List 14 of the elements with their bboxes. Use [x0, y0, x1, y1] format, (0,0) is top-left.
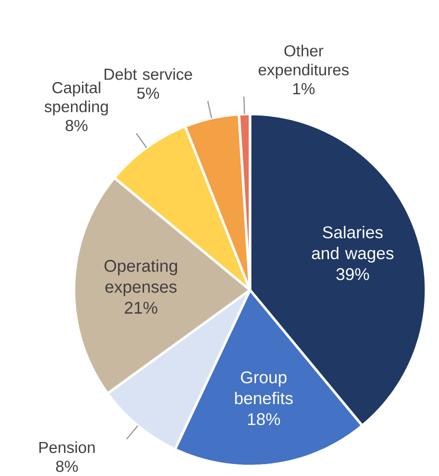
slice-label: Debt service: [104, 68, 192, 80]
slice-label: Other expenditures: [258, 44, 349, 79]
data-label: 8%: [66, 120, 88, 132]
data-label: 21%: [124, 302, 158, 314]
slice-label: Capital spending: [44, 82, 108, 116]
data-label: 5%: [137, 88, 160, 99]
data-label: 8%: [56, 460, 78, 472]
slice-label: Pension: [39, 441, 95, 454]
slice-label: Operating expenses: [104, 259, 178, 296]
data-label: 18%: [248, 413, 280, 426]
data-label: 39%: [336, 268, 369, 280]
slice-label: Salaries and wages: [312, 226, 394, 263]
data-label: 1%: [293, 83, 315, 94]
slice-label: Group benefits: [235, 371, 293, 404]
